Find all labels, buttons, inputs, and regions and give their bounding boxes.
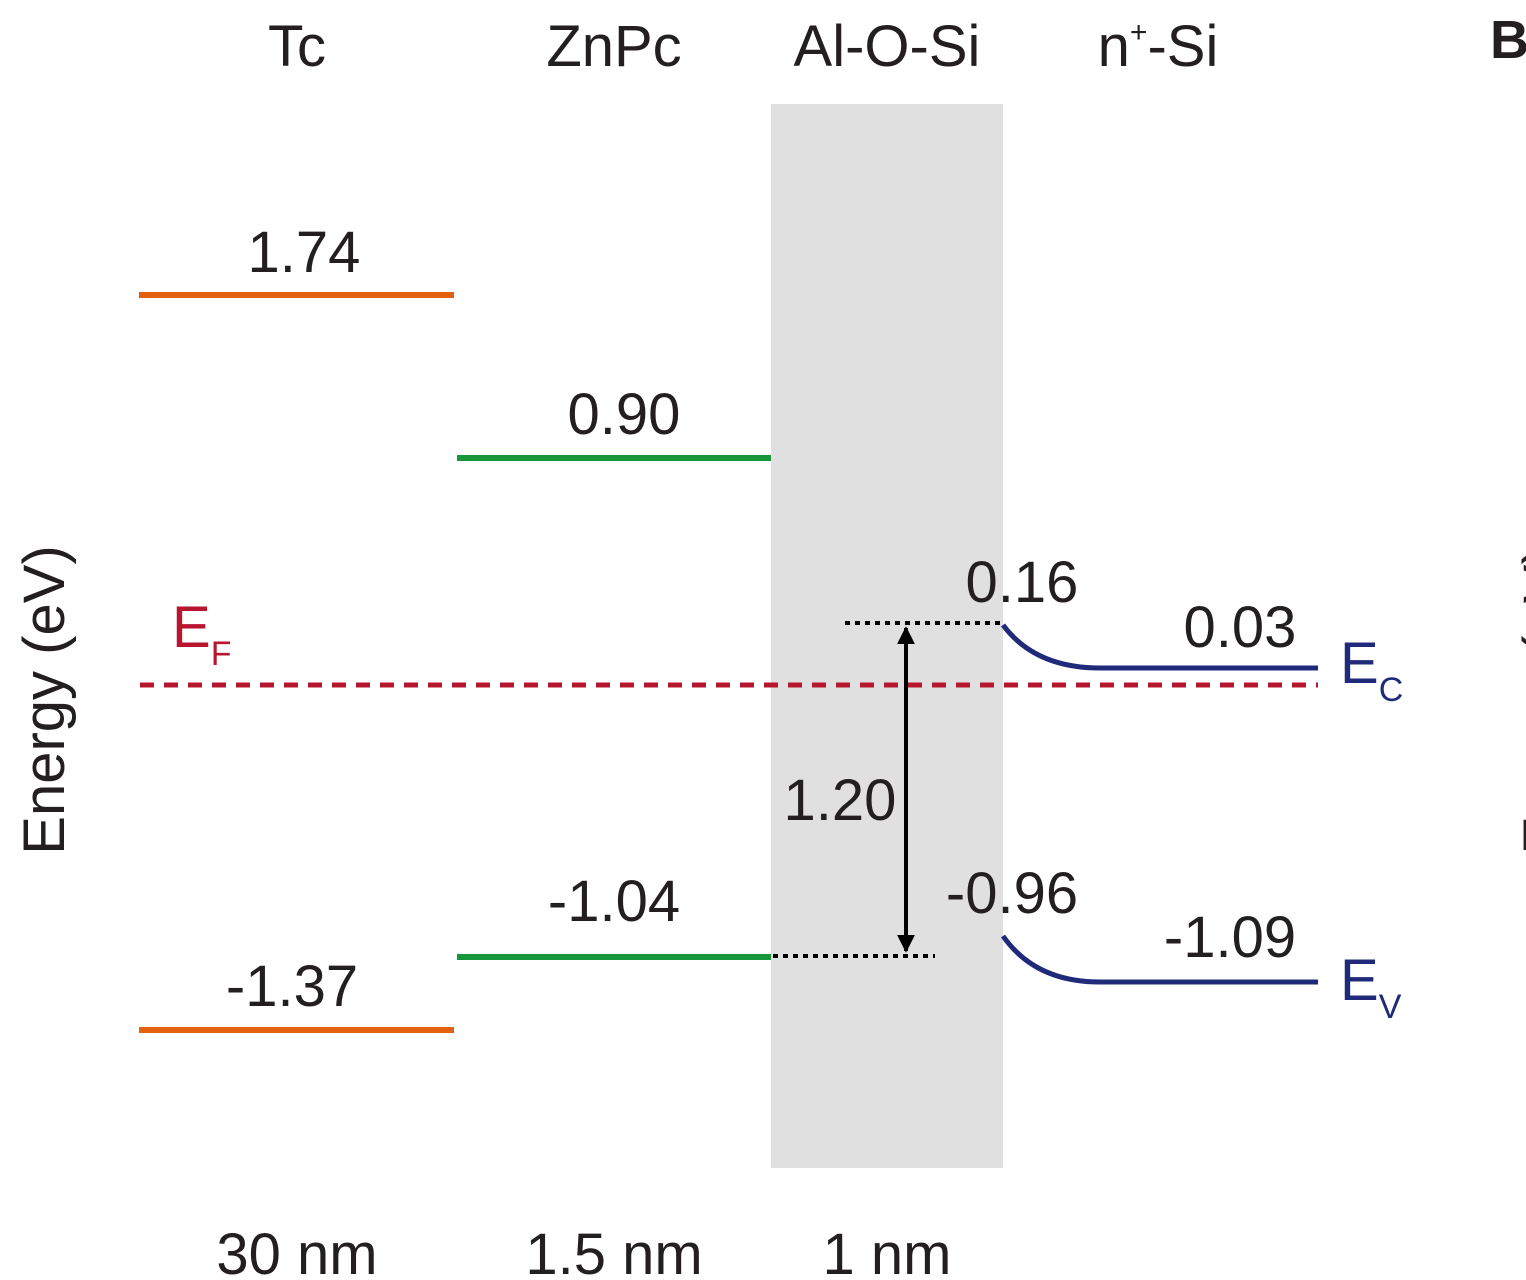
- si-conduction-band: [1000, 623, 1318, 671]
- thickness-znpc: 1.5 nm: [525, 1222, 702, 1280]
- bulk-ev-value: -1.09: [1164, 905, 1296, 970]
- si-valence-band: [1000, 934, 1318, 985]
- znpc-homo-value: -1.04: [548, 869, 680, 934]
- tc-lumo-value: 1.74: [248, 220, 361, 285]
- oxide-layer-region: [771, 104, 1003, 1168]
- bulk-ec-value: 0.03: [1184, 595, 1297, 660]
- layer-name-si: n+-Si: [1098, 14, 1219, 79]
- fermi-level-label: EF: [172, 595, 231, 673]
- interface-ec-value: 0.16: [966, 550, 1079, 615]
- interface-ev-value: -0.96: [946, 861, 1078, 926]
- layer-name-znpc: ZnPc: [546, 14, 681, 79]
- energy-axis-label-panel-b: Energy (eV): [1512, 545, 1526, 854]
- layer-name-oxide: Al-O-Si: [794, 14, 981, 79]
- energy-axis-label: Energy (eV): [12, 545, 77, 854]
- panel-letter: B: [1490, 10, 1526, 70]
- tc-homo-value: -1.37: [226, 954, 358, 1019]
- gap-offset-value: 1.20: [784, 768, 897, 833]
- thickness-tc: 30 nm: [216, 1222, 377, 1280]
- znpc-lumo-value: 0.90: [568, 382, 681, 447]
- valence-band-label: EV: [1340, 948, 1402, 1026]
- thickness-oxide: 1 nm: [823, 1222, 952, 1280]
- conduction-band-label: EC: [1340, 631, 1403, 709]
- layer-name-tc: Tc: [268, 14, 326, 79]
